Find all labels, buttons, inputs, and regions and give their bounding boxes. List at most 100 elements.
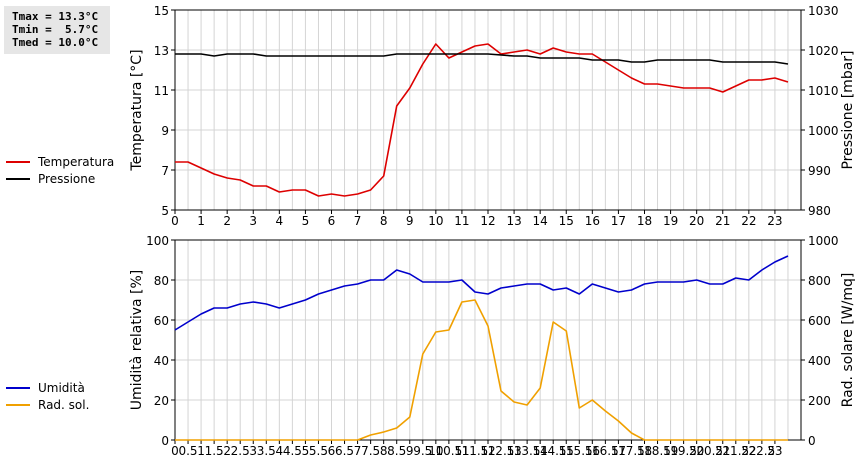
- lower-x-tick-label: 8.5: [387, 444, 406, 458]
- upper-x-tick-label: 12: [480, 214, 495, 228]
- upper-y-left-tick-label: 7: [161, 164, 169, 178]
- lower-x-tick-label: 9: [406, 444, 414, 458]
- lower-y-left-axis-title: Umidità relativa [%]: [129, 270, 145, 411]
- legend-label: Umidità: [38, 381, 85, 395]
- upper-x-tick-label: 2: [223, 214, 231, 228]
- lower-x-tick-label: 15: [559, 444, 574, 458]
- upper-y-left-axis-title: Temperatura [°C]: [129, 49, 145, 171]
- series-line-upper-secondary: [175, 53, 789, 65]
- upper-x-tick-label: 5: [302, 214, 310, 228]
- lower-x-tick-label: 8: [380, 444, 388, 458]
- upper-x-tick-label: 10: [428, 214, 443, 228]
- lower-x-tick-label: 19.5: [670, 444, 697, 458]
- upper-y-left-tick-label: 5: [161, 204, 169, 218]
- upper-y-left-tick-label: 13: [154, 44, 169, 58]
- upper-x-tick-label: 18: [637, 214, 652, 228]
- lower-x-tick-label: 11: [454, 444, 469, 458]
- lower-y-right-tick-label: 1000: [808, 234, 839, 248]
- series-line-upper-primary: [175, 43, 789, 197]
- lower-y-right-axis-title: Rad. solare [W/mq]: [840, 273, 856, 408]
- lower-x-tick-label: 7.5: [361, 444, 380, 458]
- lower-x-tick-label: 4: [276, 444, 284, 458]
- lower-x-tick-label: 18.5: [644, 444, 671, 458]
- lower-x-tick-label: 17: [611, 444, 626, 458]
- lower-x-tick-label: 7: [354, 444, 362, 458]
- lower-x-tick-label: 10.5: [436, 444, 463, 458]
- upper-y-right-axis-title: Pressione [mbar]: [840, 50, 856, 169]
- legend-label: Pressione: [38, 172, 95, 186]
- lower-x-tick-label: 5.5: [309, 444, 328, 458]
- lower-y-right-tick-label: 0: [808, 434, 816, 448]
- lower-x-tick-label: 0: [171, 444, 179, 458]
- stat-tmax: Tmax = 13.3°C: [12, 10, 99, 23]
- series-line-lower-secondary: [175, 299, 788, 441]
- upper-y-left-tick-label: 15: [154, 4, 169, 18]
- lower-x-tick-label: 14.5: [540, 444, 567, 458]
- upper-x-tick-label: 20: [689, 214, 704, 228]
- upper-y-right-tick-label: 1010: [808, 84, 839, 98]
- lower-x-tick-label: 5: [302, 444, 310, 458]
- lower-x-tick-label: 2.5: [231, 444, 250, 458]
- lower-x-tick-label: 3.5: [257, 444, 276, 458]
- lower-x-tick-label: 23: [767, 444, 782, 458]
- lower-x-tick-label: 9.5: [413, 444, 432, 458]
- upper-y-right-tick-label: 1030: [808, 4, 839, 18]
- upper-x-tick-label: 1: [197, 214, 205, 228]
- upper-x-tick-label: 17: [611, 214, 626, 228]
- lower-y-right-tick-label: 200: [808, 394, 831, 408]
- stat-tmin: Tmin = 5.7°C: [12, 23, 99, 36]
- lower-x-tick-label: 21: [715, 444, 730, 458]
- lower-x-tick-label: 15.5: [566, 444, 593, 458]
- upper-x-tick-label: 15: [559, 214, 574, 228]
- upper-y-left-tick-label: 9: [161, 124, 169, 138]
- lower-x-tick-label: 19: [663, 444, 678, 458]
- lower-x-tick-label: 17.5: [618, 444, 645, 458]
- series-line-lower-primary: [174, 255, 789, 331]
- lower-x-tick-label: 22: [741, 444, 756, 458]
- lower-y-right-tick-label: 400: [808, 354, 831, 368]
- upper-y-right-tick-label: 1020: [808, 44, 839, 58]
- lower-x-tick-label: 6.5: [335, 444, 354, 458]
- lower-x-tick-label: 14: [533, 444, 548, 458]
- lower-x-tick-label: 4.5: [283, 444, 302, 458]
- lower-y-right-tick-label: 600: [808, 314, 831, 328]
- lower-x-tick-label: 3: [249, 444, 257, 458]
- upper-x-tick-label: 7: [354, 214, 362, 228]
- lower-x-tick-label: 21.5: [722, 444, 749, 458]
- lower-x-tick-label: 12.5: [488, 444, 515, 458]
- lower-y-left-tick-label: 100: [146, 234, 169, 248]
- upper-x-tick-label: 16: [585, 214, 600, 228]
- lower-x-tick-label: 13: [506, 444, 521, 458]
- upper-y-right-tick-label: 1000: [808, 124, 839, 138]
- legend-label: Rad. sol.: [38, 398, 89, 412]
- lower-y-left-tick-label: 40: [154, 354, 169, 368]
- upper-x-tick-label: 0: [171, 214, 179, 228]
- upper-x-tick-label: 21: [715, 214, 730, 228]
- lower-x-tick-label: 2: [223, 444, 231, 458]
- upper-x-tick-label: 14: [533, 214, 548, 228]
- legend-label: Temperatura: [37, 155, 114, 169]
- lower-y-right-tick-label: 800: [808, 274, 831, 288]
- upper-y-right-tick-label: 980: [808, 204, 831, 218]
- lower-x-tick-label: 0.5: [178, 444, 197, 458]
- lower-y-left-tick-label: 0: [161, 434, 169, 448]
- lower-x-tick-label: 10: [428, 444, 443, 458]
- upper-y-right-tick-label: 990: [808, 164, 831, 178]
- lower-y-left-tick-label: 80: [154, 274, 169, 288]
- lower-x-tick-label: 16: [585, 444, 600, 458]
- lower-x-tick-label: 20: [689, 444, 704, 458]
- lower-x-tick-label: 22.5: [749, 444, 776, 458]
- stat-tmed: Tmed = 10.0°C: [12, 36, 99, 49]
- upper-x-tick-label: 13: [506, 214, 521, 228]
- upper-y-left-tick-label: 11: [154, 84, 169, 98]
- lower-x-tick-label: 12: [480, 444, 495, 458]
- lower-x-tick-label: 18: [637, 444, 652, 458]
- upper-x-tick-label: 8: [380, 214, 388, 228]
- lower-x-tick-label: 1: [197, 444, 205, 458]
- upper-x-tick-label: 19: [663, 214, 678, 228]
- stats-box: Tmax = 13.3°C Tmin = 5.7°C Tmed = 10.0°C: [4, 6, 110, 54]
- lower-x-tick-label: 13.5: [514, 444, 541, 458]
- upper-x-tick-label: 3: [249, 214, 257, 228]
- lower-x-tick-label: 6: [328, 444, 336, 458]
